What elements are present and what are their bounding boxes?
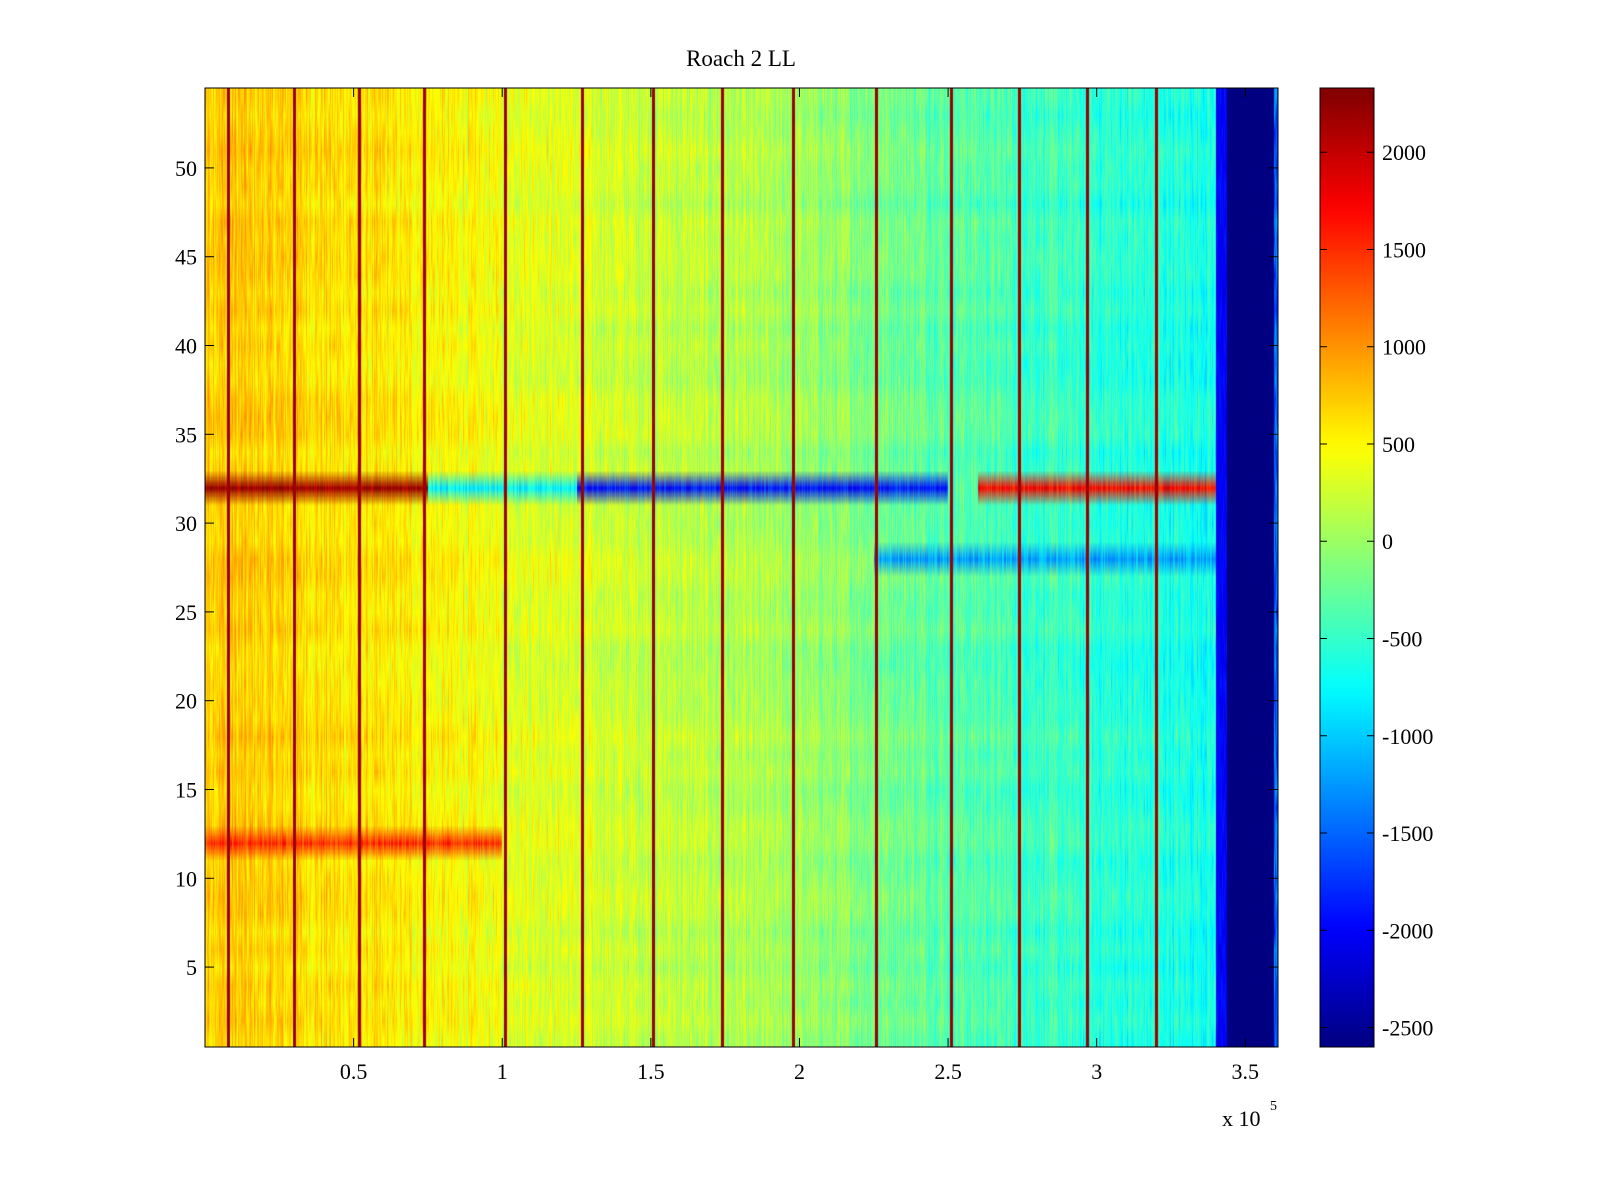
colorbar-frame (1319, 87, 1375, 1048)
colorbar-tick-label: -1500 (1382, 821, 1433, 846)
colorbar-tick-label: 2000 (1382, 140, 1426, 165)
y-tick-label: 35 (175, 422, 197, 447)
colorbar-tick-label: -2000 (1382, 918, 1433, 943)
x-tick-label: 1 (497, 1059, 508, 1084)
colorbar-tick-label: 500 (1382, 432, 1415, 457)
heatmap-plot: 0.5 1 1.5 2 2.5 3 3.5 5 10 15 20 25 30 35 40 45 50 (175, 87, 1279, 1084)
x-axis: 0.5 1 1.5 2 2.5 3 3.5 (340, 88, 1259, 1084)
colorbar: 2000 1500 1000 500 0 -500 -1000 -1500 -2000 -2500 (1319, 87, 1433, 1048)
x-tick-label: 3.5 (1232, 1059, 1260, 1084)
chart-title: Roach 2 LL (686, 46, 796, 71)
y-tick-label: 10 (175, 866, 197, 891)
colorbar-tick-label: -2500 (1382, 1016, 1433, 1041)
colorbar-tick-label: -1000 (1382, 724, 1433, 749)
x-tick-label: 2 (794, 1059, 805, 1084)
y-axis: 5 10 15 20 25 30 35 40 45 50 (175, 156, 1278, 980)
y-tick-label: 45 (175, 245, 197, 270)
x-multiplier-base: x 10 (1222, 1106, 1261, 1131)
colorbar-tick-label: 0 (1382, 529, 1393, 554)
y-tick-label: 15 (175, 777, 197, 802)
colorbar-tick-label: 1000 (1382, 335, 1426, 360)
x-tick-label: 2.5 (934, 1059, 962, 1084)
y-tick-label: 40 (175, 334, 197, 359)
heatmap-cells (205, 88, 1278, 1047)
colorbar-axis: 2000 1500 1000 500 0 -500 -1000 -1500 -2000 -2500 (1320, 140, 1433, 1041)
x-multiplier: x 10 5 (1222, 1099, 1277, 1131)
colorbar-tick-label: -500 (1382, 627, 1422, 652)
x-tick-label: 0.5 (340, 1059, 368, 1084)
y-tick-label: 25 (175, 600, 197, 625)
colorbar-gradient (1320, 88, 1374, 1047)
colorbar-tick-label: 1500 (1382, 237, 1426, 262)
x-tick-label: 3 (1091, 1059, 1102, 1084)
y-tick-label: 50 (175, 156, 197, 181)
x-multiplier-exponent: 5 (1270, 1099, 1277, 1114)
y-tick-label: 5 (186, 955, 197, 980)
plot-frame (204, 87, 1279, 1048)
x-tick-label: 1.5 (637, 1059, 665, 1084)
y-tick-label: 20 (175, 689, 197, 714)
y-tick-label: 30 (175, 511, 197, 536)
